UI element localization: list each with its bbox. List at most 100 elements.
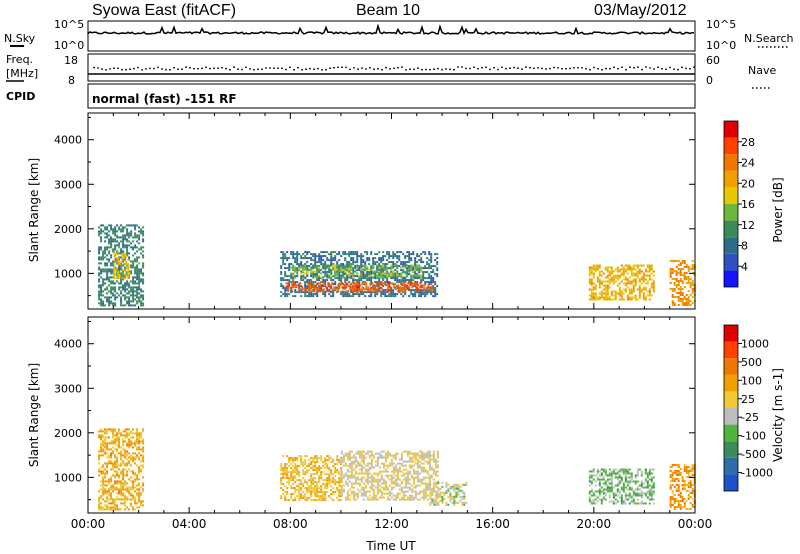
echo-cell <box>370 266 373 269</box>
echo-cell <box>374 472 377 475</box>
echo-cell <box>328 259 331 262</box>
echo-cell <box>360 452 363 455</box>
echo-cell <box>376 264 379 267</box>
echo-cell <box>117 275 120 278</box>
echo-cell <box>100 442 103 445</box>
echo-cell <box>316 483 319 486</box>
echo-cell <box>400 486 403 489</box>
echo-cell <box>312 264 315 267</box>
echo-cell <box>420 478 423 481</box>
colorbar-tick-label: 16 <box>741 198 755 211</box>
echo-cell <box>588 478 591 481</box>
echo-cell <box>375 284 378 287</box>
echo-cell <box>402 253 405 256</box>
echo-cell <box>683 266 686 268</box>
echo-cell <box>408 464 411 467</box>
nave-dot <box>353 67 355 69</box>
echo-cell <box>370 464 373 467</box>
echo-cell <box>628 292 631 295</box>
echo-cell <box>387 286 390 289</box>
echo-cell <box>389 286 392 289</box>
echo-cell <box>677 298 680 300</box>
echo-cell <box>113 251 116 254</box>
echo-cell <box>364 490 367 493</box>
echo-cell <box>295 284 298 287</box>
echo-cell <box>443 493 446 496</box>
echo-cell <box>134 226 137 229</box>
echo-cell <box>98 508 101 511</box>
echo-cell <box>416 264 419 267</box>
echo-cell <box>590 290 593 293</box>
echo-cell <box>681 488 684 490</box>
echo-cell <box>324 295 327 298</box>
echo-cell <box>287 288 290 291</box>
echo-cell <box>314 461 317 464</box>
echo-cell <box>418 478 421 481</box>
echo-cell <box>112 428 115 431</box>
echo-cell <box>284 473 287 476</box>
echo-cell <box>310 257 313 260</box>
echo-cell <box>104 438 107 441</box>
echo-cell <box>120 290 123 293</box>
echo-cell <box>318 479 321 482</box>
echo-cell <box>286 267 289 270</box>
echo-cell <box>640 494 643 497</box>
echo-cell <box>675 284 678 286</box>
echo-cell <box>332 487 335 490</box>
echo-cell <box>142 238 145 241</box>
echo-cell <box>630 296 633 299</box>
echo-cell <box>342 253 345 256</box>
nave-dot <box>105 69 107 71</box>
echo-cell <box>366 478 369 481</box>
echo-cell <box>598 492 601 495</box>
echo-cell <box>673 464 676 466</box>
echo-cell <box>358 472 361 475</box>
echo-cell <box>614 476 617 479</box>
echo-cell <box>386 488 389 491</box>
echo-cell <box>677 264 680 266</box>
echo-cell <box>100 262 103 265</box>
echo-cell <box>128 488 131 491</box>
echo-cell <box>113 277 116 280</box>
echo-cell <box>282 279 285 282</box>
echo-cell <box>376 474 379 477</box>
echo-cell <box>387 288 390 291</box>
echo-cell <box>344 291 347 294</box>
echo-cell <box>416 458 419 461</box>
echo-cell <box>406 478 409 481</box>
echo-cell <box>675 260 678 262</box>
echo-cell <box>392 261 395 264</box>
echo-cell <box>106 484 109 487</box>
echo-cell <box>350 460 353 463</box>
echo-cell <box>630 268 633 271</box>
echo-cell <box>687 470 690 472</box>
echo-cell <box>400 496 403 499</box>
echo-cell <box>100 502 103 505</box>
echo-cell <box>376 462 379 465</box>
nave-dot <box>293 68 295 71</box>
echo-cell <box>352 295 355 298</box>
echo-cell <box>322 255 325 258</box>
echo-cell <box>606 294 609 297</box>
echo-cell <box>437 493 440 496</box>
echo-cell <box>453 501 456 504</box>
echo-cell <box>324 268 327 271</box>
echo-cell <box>104 432 107 435</box>
echo-cell <box>324 495 327 498</box>
echo-cell <box>628 288 631 291</box>
echo-cell <box>596 500 599 503</box>
echo-cell <box>461 503 464 506</box>
nave-dot <box>381 68 383 71</box>
echo-cell <box>138 242 141 245</box>
echo-cell <box>332 499 335 502</box>
echo-cell <box>310 481 313 484</box>
echo-cell <box>356 269 359 272</box>
echo-cell <box>652 490 655 493</box>
echo-cell <box>412 251 415 254</box>
echo-cell <box>128 498 131 501</box>
echo-cell <box>330 257 333 260</box>
echo-cell <box>100 472 103 475</box>
echo-cell <box>626 298 629 301</box>
echo-cell <box>120 492 123 495</box>
echo-cell <box>334 491 337 494</box>
